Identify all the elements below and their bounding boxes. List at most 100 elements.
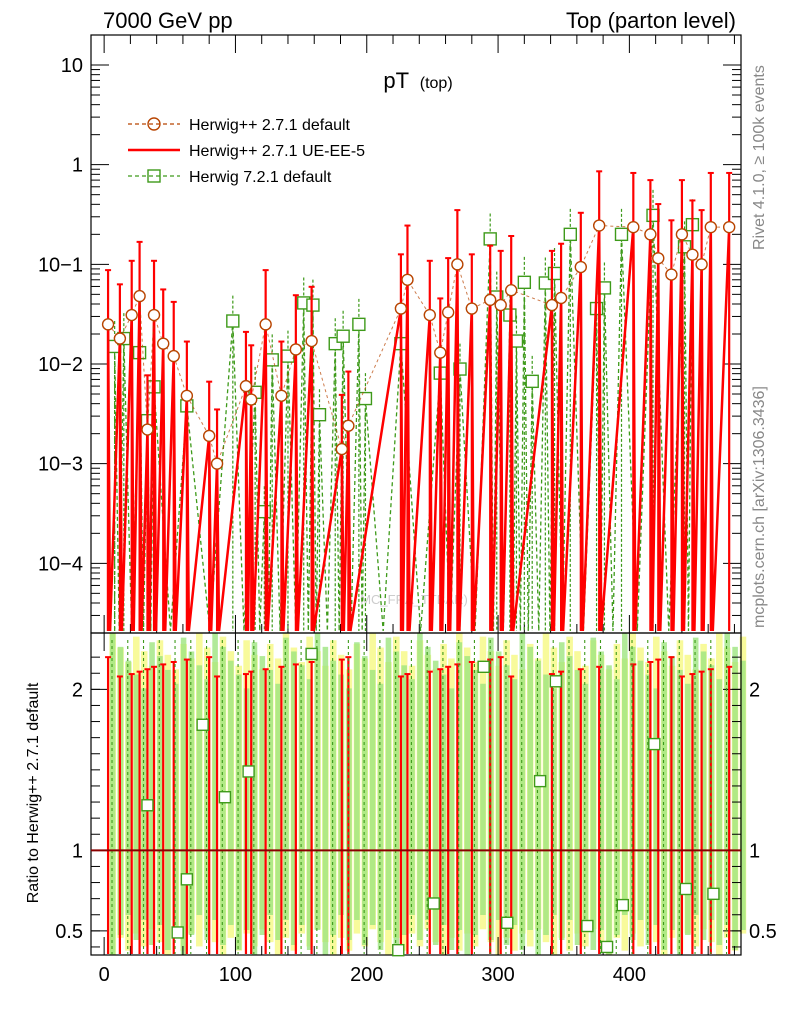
herwig-default-point — [125, 308, 138, 322]
series-layer — [91, 170, 741, 957]
header-left: 7000 GeV pp — [103, 8, 233, 33]
herwig-default-point — [545, 298, 559, 312]
ratio-band-green — [362, 656, 368, 945]
ratio-band-green — [267, 669, 274, 915]
herwig7-point — [336, 329, 350, 343]
ratio-tick-label: 1 — [72, 840, 83, 862]
ratio-band-green — [692, 637, 699, 915]
ratio-band-green — [409, 679, 415, 915]
axes: 10 1 10−1 10−2 10−3 10−4 0 100 200 300 400 2 2 1 1 0.5 0… — [38, 34, 777, 986]
ratio-band-green — [157, 656, 163, 925]
legend-entry-herwig7-default: Herwig 7.2.1 default — [128, 169, 332, 186]
herwig-default-point — [394, 302, 408, 315]
ratio-band-green — [235, 674, 242, 950]
herwig7-point — [226, 314, 240, 328]
herwig7-point — [312, 407, 327, 422]
herwig-default-point — [483, 293, 497, 307]
ratio-band-green — [377, 683, 384, 950]
ratio-band-green — [472, 669, 478, 935]
x-tick-label: 200 — [350, 964, 383, 986]
herwig-default-point — [644, 228, 657, 241]
herwig7-point — [517, 275, 532, 290]
ratio-band-green — [645, 674, 652, 945]
ratio-band-green — [330, 660, 337, 935]
ratio-herwig7-point — [171, 926, 184, 939]
herwig-default-point — [335, 442, 349, 456]
ratio-band-green — [251, 642, 258, 955]
ratio-herwig7-point — [477, 660, 490, 674]
ratio-band-green — [456, 642, 463, 930]
rivet-label: Rivet 4.1.0, ≥ 100k events — [751, 65, 768, 250]
ratio-band-green — [543, 674, 549, 935]
herwig-default-point — [245, 393, 258, 406]
ratio-band-green — [637, 660, 644, 920]
y-tick-label: 10−2 — [38, 354, 83, 376]
herwig-default-point — [574, 260, 587, 274]
ratio-tick-label-right: 0.5 — [749, 921, 777, 943]
chart-title-main: pT — [383, 68, 408, 93]
ratio-band-green — [661, 642, 667, 950]
ratio-band-green — [606, 665, 612, 955]
ratio-band-green — [165, 669, 171, 950]
ratio-band-green — [172, 683, 179, 930]
ratio-y-label: Ratio to Herwig++ 2.7.1 default — [25, 682, 42, 903]
ratio-band-green — [677, 669, 683, 955]
ratio-herwig7-point — [679, 882, 693, 896]
chart-title-sub: (top) — [420, 75, 453, 92]
legend-entry-ue-ee-5: Herwig++ 2.7.1 UE-EE-5 — [128, 143, 365, 160]
ratio-plot-frame — [90, 632, 742, 956]
herwig-default-point — [180, 389, 194, 402]
herwig-default-point — [722, 220, 736, 234]
ratio-band-green — [322, 646, 329, 955]
open-square-marker-icon — [147, 169, 161, 183]
ratio-band-green — [582, 683, 589, 925]
ratio-band-green — [519, 633, 526, 950]
ratio-band-green — [732, 646, 738, 950]
ratio-band-green — [448, 688, 455, 950]
open-circle-marker-icon — [147, 117, 161, 131]
ratio-band-green — [149, 642, 155, 945]
herwig-default-point — [401, 273, 414, 286]
ratio-tick-label-right: 2 — [749, 679, 760, 701]
ratio-band-green — [503, 665, 510, 945]
ratio-band-green — [291, 651, 297, 945]
herwig7-point — [265, 353, 279, 367]
ratio-band-green — [566, 656, 573, 920]
ratio-band-green — [598, 651, 604, 930]
x-tick-label: 400 — [613, 964, 646, 986]
ratio-band-green — [354, 642, 360, 920]
ratio-band-green — [551, 688, 557, 915]
herwig-default-point — [704, 220, 717, 234]
herwig7-point — [483, 232, 497, 246]
ratio-band-green — [275, 683, 281, 940]
herwig-default-point — [141, 423, 154, 436]
herwig7-point — [306, 298, 320, 312]
herwig-default-point — [101, 318, 115, 331]
ratio-band-green — [188, 651, 195, 935]
ratio-band-green — [535, 660, 541, 955]
ratio-herwig7-point — [501, 916, 514, 929]
legend-label-2: Herwig++ 2.7.1 UE-EE-5 — [189, 143, 365, 160]
herwig-default-point — [239, 379, 253, 393]
legend-label-3: Herwig 7.2.1 default — [189, 169, 332, 186]
ratio-band-green — [740, 660, 746, 930]
ratio-band-green — [283, 637, 289, 920]
herwig-default-point — [554, 291, 568, 305]
ratio-band-green — [314, 633, 321, 930]
ratio-band-green — [574, 669, 581, 945]
herwig-default-point — [210, 457, 224, 470]
ratio-band-green — [133, 674, 140, 940]
x-tick-label: 0 — [99, 964, 110, 986]
ratio-uncertainty-bands — [109, 633, 747, 955]
ratio-tick-label-right: 1 — [749, 840, 760, 862]
mcplots-label: mcplots.cern.ch [arXiv:1306.3436] — [751, 386, 768, 628]
ratio-band-green — [196, 665, 203, 915]
ratio-herwig7-point — [427, 897, 440, 910]
ratio-band-green — [464, 656, 470, 955]
ratio-herwig7-point — [648, 737, 661, 751]
herwig-default-point — [465, 302, 479, 315]
ratio-band-green — [180, 637, 187, 955]
y-tick-label: 10−3 — [38, 454, 83, 476]
ratio-band-green — [432, 660, 439, 945]
ratio-herwig7-point — [305, 647, 318, 661]
